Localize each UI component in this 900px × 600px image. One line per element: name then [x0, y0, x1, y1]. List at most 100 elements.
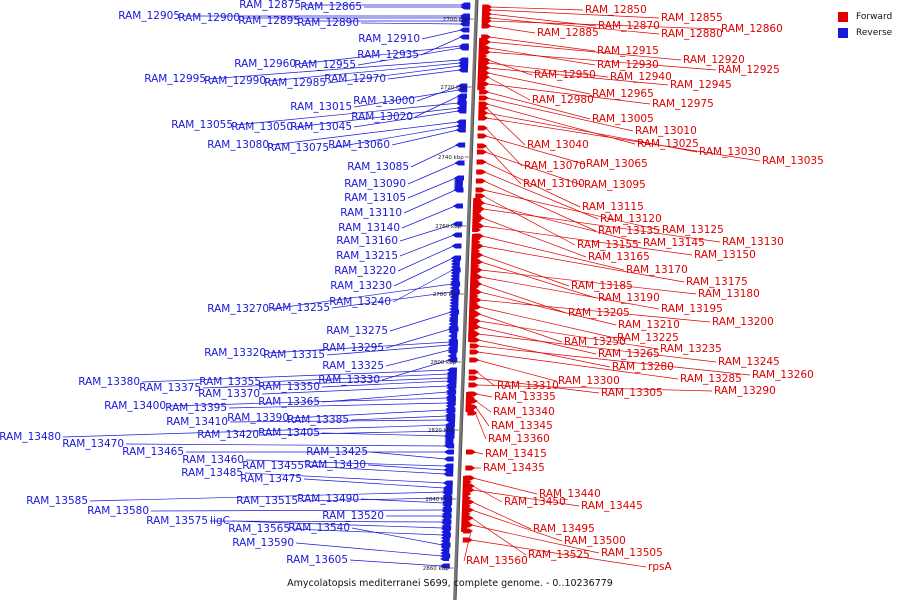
forward-gene-label: RAM_13130 — [722, 236, 784, 248]
reverse-leader-line — [267, 62, 461, 82]
reverse-leader-line — [392, 269, 453, 303]
reverse-gene-label: RAM_13230 — [330, 280, 392, 292]
gene-arrow — [461, 504, 471, 508]
reverse-gene-label: RAM_12910 — [358, 33, 420, 45]
forward-leader-line — [472, 485, 503, 503]
scale-ticks: 2700 kbp 2720 kbp 2740 kbp 2760 kbp 2780 kbp… — [423, 17, 474, 572]
forward-leader-line — [488, 62, 609, 78]
forward-leader-line — [487, 83, 651, 105]
forward-leader-line — [484, 151, 583, 186]
gene-arrow — [459, 27, 470, 33]
gene-arrow — [475, 178, 486, 184]
forward-leader-line — [488, 51, 717, 71]
reverse-gene-label: RAM_13405 — [258, 427, 320, 439]
gene-arrow — [448, 338, 458, 342]
gene-arrow — [454, 160, 465, 166]
forward-leader-line — [477, 351, 679, 380]
forward-leader-line — [472, 477, 538, 495]
gene-arrow — [443, 471, 454, 477]
forward-gene-label: RAM_12850 — [585, 4, 647, 16]
gene-arrow — [468, 318, 478, 322]
forward-gene-label: RAM_13245 — [718, 356, 780, 368]
forward-leader-line — [487, 91, 591, 120]
reverse-leader-line — [209, 520, 444, 523]
reverse-gene-label: RAM_13585 — [26, 495, 88, 507]
forward-leader-line — [483, 180, 597, 232]
reverse-gene-label: RAM_13015 — [290, 101, 352, 113]
forward-leader-line — [478, 333, 717, 363]
forward-gene-label: RAM_13560 — [466, 555, 528, 567]
gene-arrow — [468, 322, 478, 326]
reverse-gene-label: RAM_13315 — [263, 349, 325, 361]
tick-label: 2840 kbp — [425, 497, 451, 503]
reverse-leader-line — [387, 69, 460, 80]
reverse-leader-line — [89, 491, 445, 502]
reverse-gene-label: RAM_12875 — [239, 0, 301, 11]
forward-gene-label: RAM_13280 — [612, 361, 674, 373]
forward-leader-line — [490, 6, 584, 11]
forward-leader-line — [485, 135, 585, 165]
forward-gene-label: RAM_13235 — [660, 343, 722, 355]
reverse-gene-label: RAM_13520 — [322, 510, 384, 522]
forward-leader-line — [478, 320, 659, 350]
reverse-leader-line — [303, 478, 445, 489]
reverse-gene-label: RAM_13050 — [231, 121, 293, 133]
reverse-leader-line — [167, 397, 448, 407]
reverse-leader-line — [420, 36, 462, 56]
tick-label: 2760 kbp — [435, 224, 461, 230]
forward-gene-label: RAM_13450 — [504, 496, 566, 508]
reverse-gene-label: RAM_13045 — [290, 121, 352, 133]
forward-gene-label: RAM_13265 — [598, 348, 660, 360]
gene-arrow — [466, 392, 476, 396]
reverse-leader-line — [294, 107, 459, 128]
reverse-gene-label: RAM_13475 — [240, 473, 302, 485]
gene-arrow — [478, 58, 488, 62]
reverse-leader-line — [410, 144, 458, 168]
gene-arrow — [455, 142, 466, 148]
gene-arrow — [448, 328, 458, 332]
reverse-leader-line — [393, 257, 454, 287]
reverse-leader-line — [244, 472, 445, 484]
reverse-leader-line — [350, 415, 448, 421]
gene-arrow — [461, 528, 471, 532]
gene-arrow — [469, 357, 480, 363]
forward-leader-line — [477, 339, 611, 368]
gene-arrow — [447, 350, 457, 354]
forward-leader-line — [487, 76, 531, 101]
reverse-gene-label: RAM_13365 — [258, 396, 320, 408]
reverse-leader-line — [367, 464, 446, 471]
reverse-leader-line — [297, 45, 461, 65]
gene-arrow — [478, 66, 488, 70]
gene-arrow — [465, 396, 475, 400]
forward-leader-line — [477, 345, 751, 376]
gene-arrow — [481, 18, 492, 24]
gene-arrow — [468, 334, 478, 338]
forward-leader-line — [480, 269, 697, 295]
gene-arrow — [440, 557, 450, 561]
reverse-leader-line — [321, 391, 449, 403]
reverse-gene-label: RAM_13295 — [322, 342, 384, 354]
reverse-leader-line — [389, 311, 452, 332]
gene-arrow — [478, 62, 488, 66]
reverse-gene-label: RAM_13215 — [336, 250, 398, 262]
reverse-gene-label: RAM_12895 — [238, 15, 300, 27]
gene-arrow — [478, 110, 489, 116]
forward-gene-label: RAM_13305 — [601, 387, 663, 399]
gene-arrow — [482, 7, 493, 13]
gene-arrow — [477, 78, 487, 82]
reverse-leader-line — [360, 22, 462, 25]
forward-gene-label: RAM_13440 — [539, 488, 601, 500]
reverse-gene-label: RAM_13020 — [351, 111, 413, 123]
reverse-leader-line — [326, 344, 450, 356]
reverse-gene-label: RAM_12995 — [144, 73, 206, 85]
reverse-gene-label: RAM_13490 — [297, 493, 359, 505]
gene-arrow — [447, 354, 457, 358]
reverse-leader-line — [369, 451, 446, 460]
reverse-leader-line — [261, 385, 449, 395]
reverse-gene-label: RAM_13460 — [182, 454, 244, 466]
gene-arrow — [462, 496, 472, 500]
forward-leader-line — [486, 97, 634, 132]
reverse-leader-line — [207, 59, 461, 80]
forward-gene-label: RAM_13035 — [762, 155, 824, 167]
